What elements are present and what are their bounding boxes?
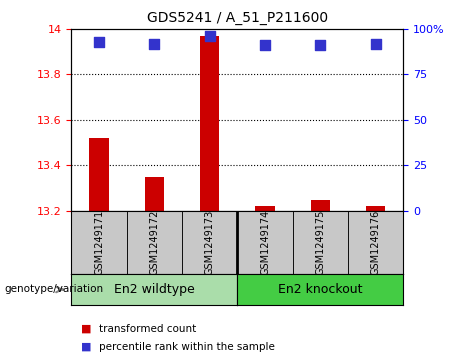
Point: [95, 39, 103, 45]
Text: percentile rank within the sample: percentile rank within the sample: [99, 342, 275, 352]
Bar: [293, 211, 348, 274]
Text: ■: ■: [81, 342, 91, 352]
Bar: [200, 36, 219, 211]
Point: [372, 41, 379, 46]
Point: [261, 42, 269, 48]
Text: GSM1249176: GSM1249176: [371, 210, 381, 275]
Text: GSM1249173: GSM1249173: [205, 210, 215, 275]
Bar: [237, 211, 293, 274]
Bar: [366, 206, 385, 211]
Bar: [71, 211, 127, 274]
Bar: [311, 200, 330, 211]
Bar: [182, 211, 237, 274]
Text: En2 knockout: En2 knockout: [278, 283, 363, 296]
Point: [206, 33, 213, 39]
Point: [317, 42, 324, 48]
Point: [151, 41, 158, 46]
Text: GSM1249174: GSM1249174: [260, 210, 270, 275]
Bar: [89, 138, 109, 211]
Text: GSM1249171: GSM1249171: [94, 210, 104, 275]
Title: GDS5241 / A_51_P211600: GDS5241 / A_51_P211600: [147, 11, 328, 25]
Text: GSM1249175: GSM1249175: [315, 209, 325, 275]
Bar: [255, 206, 275, 211]
Text: ■: ■: [81, 323, 91, 334]
Text: En2 wildtype: En2 wildtype: [114, 283, 195, 296]
Bar: [127, 211, 182, 274]
Bar: [145, 176, 164, 211]
Text: GSM1249172: GSM1249172: [149, 209, 160, 275]
Text: transformed count: transformed count: [99, 323, 196, 334]
Bar: [348, 211, 403, 274]
Text: genotype/variation: genotype/variation: [5, 285, 104, 294]
